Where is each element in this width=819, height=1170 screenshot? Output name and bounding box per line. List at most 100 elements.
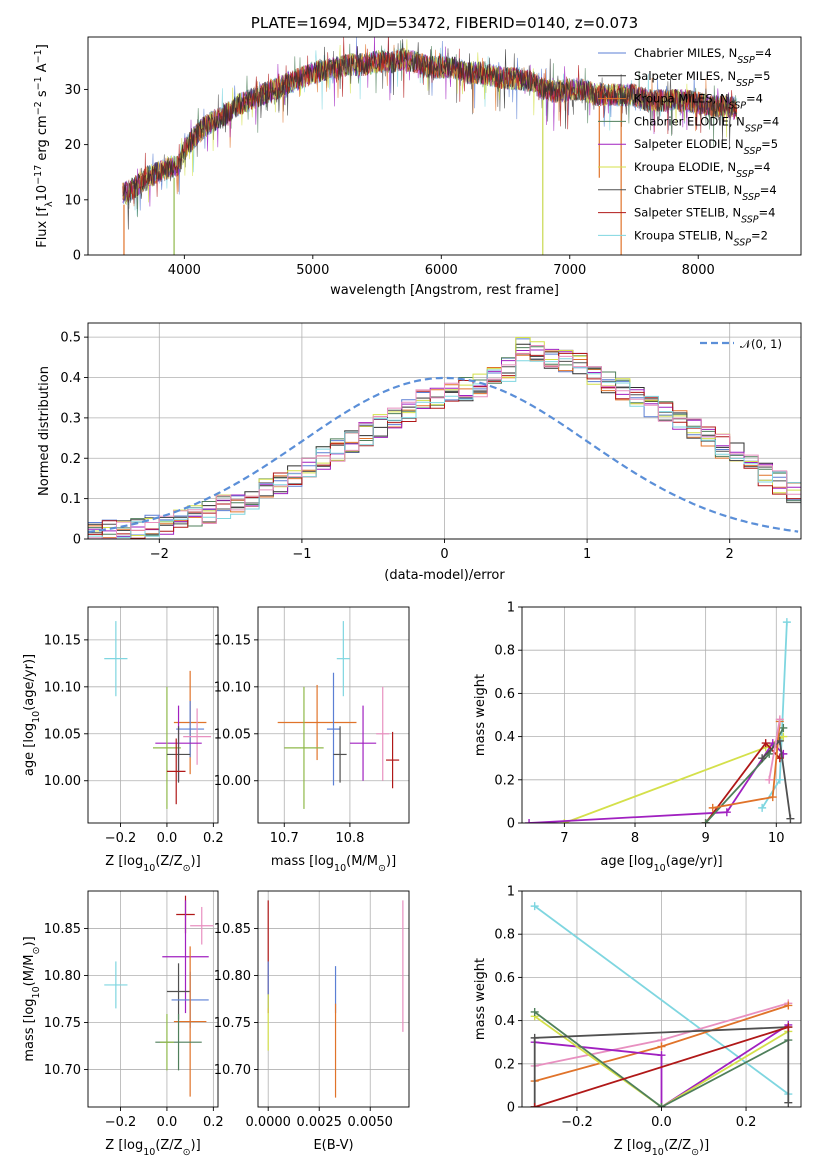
y-tick-label: 10.70 <box>44 1063 81 1078</box>
label-part: (M/M <box>346 854 378 869</box>
weight-line <box>533 1026 790 1107</box>
label-part: Kroupa STELIB, N <box>634 228 734 242</box>
histogram-series <box>88 358 801 539</box>
y-axis-label: mass weight <box>473 958 488 1040</box>
label-part: mass [log <box>271 854 334 869</box>
y-tick-label: 10.15 <box>214 633 251 648</box>
x-tick-label: 10.7 <box>270 831 299 846</box>
label-part: SSP <box>744 146 762 157</box>
label-part: =4 <box>759 206 776 220</box>
y-tick-label: 10.75 <box>44 1016 81 1031</box>
weight-marker <box>761 739 770 748</box>
label-part: )] <box>386 854 396 869</box>
legend-entry: Kroupa STELIB, NSSP=2 <box>634 228 768 248</box>
y-tick-label: 10.85 <box>44 922 81 937</box>
label-part: Z [log <box>105 1138 143 1153</box>
weight-marker <box>708 803 717 812</box>
y-tick-label: 10.00 <box>44 774 81 789</box>
label-part: =5 <box>761 137 778 151</box>
x-axis-label: Z [log10(Z/Z⊙)] <box>105 854 200 874</box>
label-part: ⊙ <box>691 1147 699 1158</box>
legend-entry: Kroupa MILES, NSSP=4 <box>634 92 763 112</box>
weight-marker <box>530 902 539 911</box>
x-tick-label: 6000 <box>425 263 458 278</box>
y-tick-label: 0.6 <box>494 687 515 702</box>
label-part: =2 <box>751 228 768 242</box>
label-part: ⊙ <box>378 863 386 874</box>
y-tick-label: 10.70 <box>214 1063 251 1078</box>
label-part: ⊙ <box>31 947 42 955</box>
label-part: erg cm <box>35 115 50 164</box>
label-part: mass weight <box>473 674 488 756</box>
label-part: 10 <box>143 863 155 874</box>
label-part: age [log <box>22 723 37 776</box>
label-part: −1 <box>33 49 44 63</box>
y-tick-label: 10.05 <box>214 727 251 742</box>
y-tick-label: 10.10 <box>44 680 81 695</box>
y-tick-label: 0.2 <box>494 773 515 788</box>
plot-area <box>104 895 214 1097</box>
y-axis-label: age [log10(age/yr)] <box>22 654 42 776</box>
label-part: ⊙ <box>183 1147 191 1158</box>
x-tick-label: 0.0000 <box>245 1115 291 1130</box>
plot-area <box>104 621 212 809</box>
x-tick-label: 4000 <box>168 263 201 278</box>
y-tick-label: 0.4 <box>494 1014 515 1029</box>
label-part: −2 <box>33 101 44 115</box>
x-tick-label: 0.0 <box>651 1115 672 1130</box>
label-part: SSP <box>745 123 763 134</box>
label-part: )] <box>22 936 37 946</box>
label-part: ] <box>35 44 50 49</box>
histogram-series <box>88 345 801 539</box>
label-part: 10 <box>35 185 50 202</box>
y-tick-label: 10.05 <box>44 727 81 742</box>
label-part: Z [log <box>614 1138 652 1153</box>
label-part: λ <box>44 201 55 207</box>
label-part: (age/yr)] <box>22 654 37 711</box>
weight-marker <box>784 1098 793 1107</box>
label-part: mass weight <box>473 958 488 1040</box>
y-tick-label: 10.15 <box>44 633 81 648</box>
label-part: (M/M <box>22 954 37 986</box>
axes-weight-vs-Z: −0.2 0.0 0.2 0 0.2 0.4 0.6 0.8 1 Z [log10(Z/Z⊙)] m… <box>473 885 802 1158</box>
label-part: E(B-V) <box>313 1138 353 1153</box>
label-part: =4 <box>746 92 763 106</box>
label-part: Salpeter STELIB, N <box>634 206 741 220</box>
weight-marker <box>779 723 788 732</box>
axes-mass-vs-EBV: 0.0000 0.0025 0.0050 10.70 10.75 10.80 10.85 E(… <box>214 890 410 1153</box>
y-tick-label: 0.5 <box>60 331 81 346</box>
label-part: Kroupa ELODIE, N <box>634 160 736 174</box>
y-tick-label: 0.4 <box>494 730 515 745</box>
x-tick-label: 0.0 <box>157 831 178 846</box>
x-axis-label: Z [log10(Z/Z⊙)] <box>614 1138 709 1158</box>
x-tick-label: −2 <box>150 547 169 562</box>
weight-line <box>534 1011 789 1107</box>
x-axis-label: (data-model)/error <box>384 568 505 583</box>
weight-line <box>768 719 781 780</box>
y-tick-label: 0 <box>73 533 81 548</box>
x-tick-label: 0.2 <box>736 1115 757 1130</box>
axes-frame <box>87 322 802 540</box>
label-part: (Z/Z <box>664 1138 691 1153</box>
label-part: SSP <box>736 77 754 88</box>
label-part: SSP <box>742 191 760 202</box>
spectrum-line <box>122 39 738 230</box>
x-axis-label: wavelength [Angstrom, rest frame] <box>330 283 559 298</box>
weight-line <box>534 1024 789 1107</box>
weight-line <box>534 1015 789 1107</box>
legend-entry: Salpeter ELODIE, NSSP=5 <box>634 137 778 157</box>
weight-marker <box>775 715 784 724</box>
label-part: =4 <box>755 46 772 60</box>
weight-marker <box>768 793 777 802</box>
y-tick-label: 0.1 <box>60 492 81 507</box>
y-tick-label: 10.00 <box>214 774 251 789</box>
label-part: (age/yr)] <box>666 854 723 869</box>
weight-marker <box>779 732 788 741</box>
weight-marker <box>722 808 731 817</box>
weight-marker <box>530 1103 539 1107</box>
y-tick-label: 0 <box>73 249 81 264</box>
label-part: =5 <box>754 69 771 83</box>
plot-area <box>525 618 795 823</box>
